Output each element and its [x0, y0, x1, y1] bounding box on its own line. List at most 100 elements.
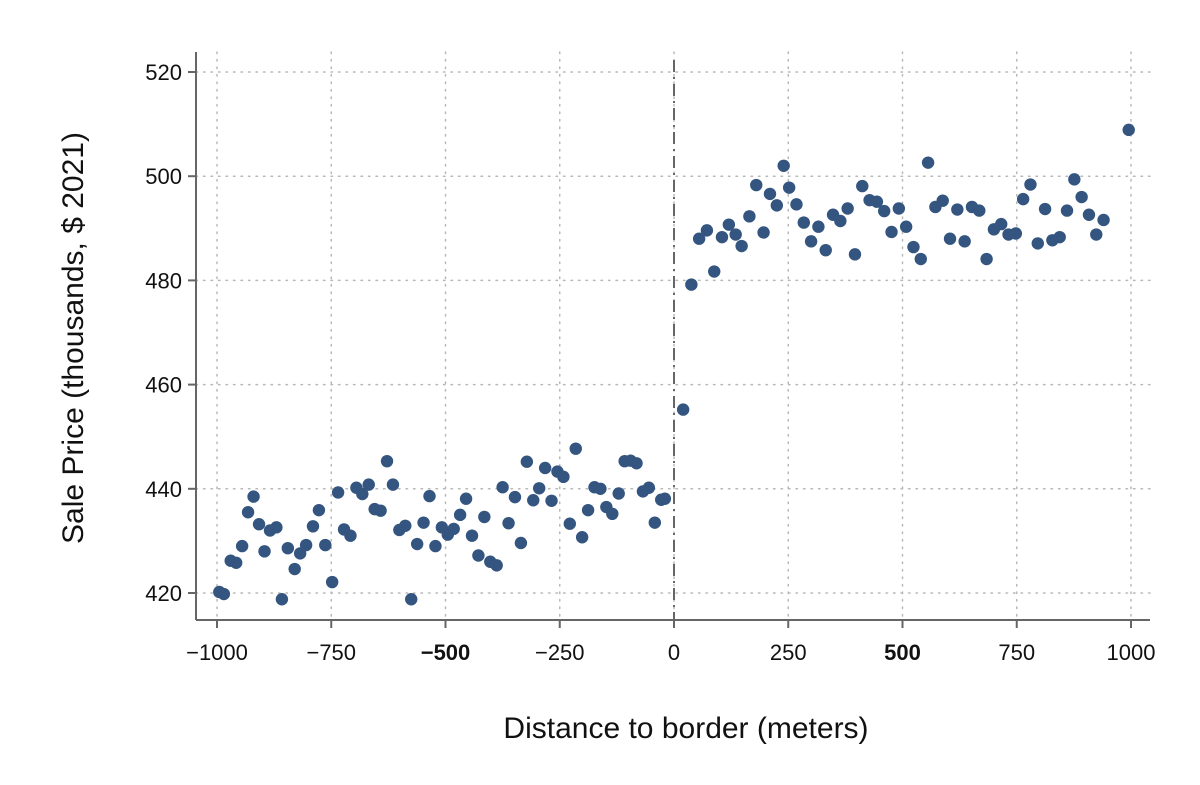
x-tick-label: −750: [306, 640, 356, 665]
data-point: [356, 487, 369, 501]
data-point: [386, 478, 400, 491]
data-point: [344, 529, 357, 542]
data-point: [405, 593, 418, 606]
x-tick-label: 750: [998, 640, 1035, 665]
data-point: [735, 239, 748, 253]
data-point: [417, 516, 430, 529]
data-point: [790, 198, 803, 211]
data-point: [380, 454, 394, 468]
data-point: [563, 517, 577, 530]
x-tick-label: 500: [884, 640, 921, 665]
data-point: [306, 520, 320, 533]
data-point: [804, 235, 818, 248]
data-point: [459, 492, 473, 505]
data-point: [958, 235, 971, 248]
data-point: [841, 202, 854, 215]
data-point: [429, 539, 442, 553]
data-point: [299, 538, 313, 552]
data-point: [275, 593, 289, 606]
data-point: [423, 489, 436, 503]
data-point: [520, 455, 534, 468]
data-point: [496, 481, 509, 494]
data-point: [399, 519, 412, 532]
data-point: [878, 204, 891, 218]
data-point: [848, 248, 862, 261]
x-tick-label: 0: [668, 640, 680, 665]
data-point: [1068, 173, 1081, 186]
data-point: [527, 494, 540, 507]
data-point: [763, 187, 777, 201]
data-point: [743, 210, 756, 223]
data-point: [676, 403, 690, 416]
data-point: [834, 214, 847, 228]
data-point: [797, 216, 810, 229]
y-axis-title: Sale Price (thousands, $ 2021): [57, 132, 90, 544]
data-point: [594, 482, 607, 495]
data-point: [1038, 202, 1052, 216]
x-tick-label: −500: [421, 640, 471, 665]
data-point: [722, 218, 736, 231]
data-point: [715, 230, 729, 244]
tick-labels: 420 440 460 480 500 520 −1000 −750 −500 −250 0 250 5…: [145, 60, 1155, 665]
data-point: [581, 503, 595, 517]
data-point: [658, 492, 672, 505]
x-axis-title: Distance to border (meters): [503, 712, 868, 745]
data-point: [750, 178, 763, 192]
data-point: [606, 507, 619, 521]
data-point: [936, 194, 949, 207]
data-point: [472, 549, 485, 562]
data-point: [870, 195, 884, 208]
y-tick-label: 520: [145, 60, 182, 85]
data-point: [757, 226, 770, 239]
y-tick-label: 500: [145, 164, 182, 189]
data-point: [575, 531, 589, 544]
data-point: [281, 541, 295, 555]
data-point: [1016, 192, 1030, 206]
data-point: [514, 536, 528, 550]
data-point: [729, 228, 742, 241]
data-point: [685, 278, 698, 291]
data-point: [229, 556, 243, 569]
data-point: [258, 545, 271, 558]
data-point: [1090, 228, 1103, 241]
data-point: [1009, 227, 1023, 240]
data-point: [532, 482, 546, 495]
data-point: [453, 508, 467, 522]
data-point: [692, 232, 706, 245]
data-point: [362, 478, 375, 491]
data-point: [374, 504, 387, 517]
data-point: [247, 490, 260, 503]
data-point: [325, 575, 339, 589]
data-point: [270, 521, 283, 534]
data-point: [980, 252, 993, 266]
data-point: [538, 461, 552, 475]
data-point: [856, 179, 869, 193]
data-point: [545, 494, 558, 507]
data-point: [1082, 208, 1096, 221]
data-point: [490, 559, 503, 572]
data-point: [1097, 213, 1110, 227]
data-point: [1031, 237, 1044, 250]
data-point: [782, 181, 796, 194]
data-point: [1024, 178, 1037, 191]
data-point: [465, 529, 479, 542]
data-point: [508, 490, 522, 504]
data-point: [812, 220, 825, 233]
x-tick-label: 1000: [1107, 640, 1156, 665]
data-point: [569, 442, 582, 455]
data-point: [252, 518, 266, 531]
y-tick-label: 440: [145, 477, 182, 502]
data-point: [700, 224, 714, 237]
x-tick-label: 250: [770, 640, 807, 665]
data-point: [819, 243, 832, 257]
data-point: [943, 232, 957, 245]
data-point: [319, 538, 332, 552]
data-point: [312, 503, 326, 517]
data-point: [288, 562, 301, 576]
data-point: [241, 506, 255, 519]
data-point: [648, 516, 662, 529]
data-point: [914, 252, 927, 266]
data-point: [217, 587, 231, 601]
y-tick-label: 420: [145, 581, 182, 606]
data-point: [478, 510, 491, 524]
